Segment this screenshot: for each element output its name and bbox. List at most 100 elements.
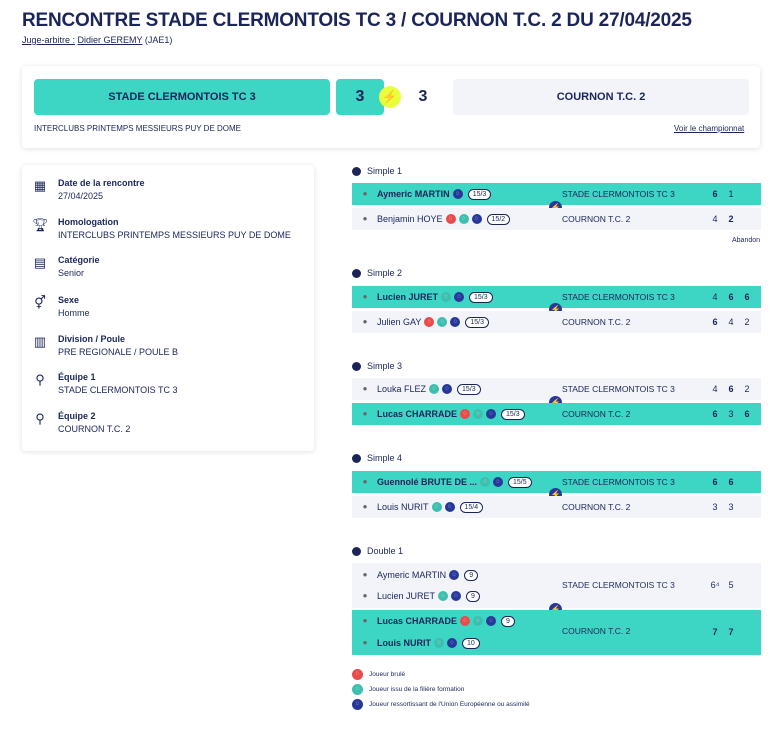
tennis-ball-icon bbox=[352, 361, 361, 371]
player-name[interactable]: Lucas CHARRADE bbox=[377, 409, 458, 419]
formation-badge-icon: ◌ bbox=[441, 292, 452, 302]
player-name[interactable]: Aymeric MARTIN bbox=[377, 189, 450, 199]
player-name[interactable]: Benjamin HOYE bbox=[377, 214, 443, 224]
player-name[interactable]: Guennolé BRUTE DE ... bbox=[377, 477, 478, 487]
set-score: 4 bbox=[712, 292, 718, 302]
set-score: 7 bbox=[712, 627, 718, 637]
player-name[interactable]: Louis NURIT bbox=[377, 502, 429, 512]
set-score: 5 bbox=[728, 580, 734, 590]
eu-badge-icon: ◌ bbox=[449, 570, 460, 580]
match-row[interactable]: ● Aymeric MARTIN ◌ 9 bbox=[352, 564, 761, 586]
player-name[interactable]: Louis NURIT bbox=[377, 638, 431, 648]
match-row[interactable]: ● Julien GAY ◌ ◌ ◌ 15/3 COURNON T.C. 2 6… bbox=[352, 311, 761, 333]
formation-badge-icon: ◌ bbox=[434, 638, 444, 648]
info-division: ▥ Division / Poule PRE REGIONALE / POULE… bbox=[32, 334, 178, 357]
bolt-icon: ⚡ bbox=[379, 86, 401, 108]
judge-code: (JAE1) bbox=[144, 35, 173, 45]
set-score: 6 bbox=[728, 477, 734, 487]
match-row[interactable]: ● Lucas CHARRADE ◌ ◌ ◌ 9 bbox=[352, 610, 761, 632]
judge-line: Juge-arbitre : Didier GEREMY (JAE1) bbox=[22, 35, 172, 45]
player-name[interactable]: Lucas CHARRADE bbox=[377, 616, 458, 626]
player-team: STADE CLERMONTOIS TC 3 bbox=[562, 384, 675, 394]
eu-badge-icon: ◌ bbox=[486, 409, 497, 419]
abandon-note: Abandon bbox=[732, 237, 761, 244]
info-value: PRE REGIONALE / POULE B bbox=[58, 347, 179, 357]
player-rank: 15/3 bbox=[465, 316, 489, 328]
score-card: STADE CLERMONTOIS TC 3 3 ⚡ 3 COURNON T.C… bbox=[22, 66, 760, 148]
double-team-b-block[interactable] bbox=[352, 610, 761, 655]
match-row[interactable]: ● Aymeric MARTIN ◌ 15/3 STADE CLERMONTOI… bbox=[352, 183, 761, 205]
player-name[interactable]: Lucien JURET bbox=[377, 591, 436, 601]
player-team: COURNON T.C. 2 bbox=[562, 502, 631, 512]
match-title-text: Simple 1 bbox=[367, 166, 403, 176]
player-name[interactable]: Julien GAY bbox=[377, 317, 422, 327]
formation-badge-icon: ◌ bbox=[429, 384, 440, 394]
page-title: RENCONTRE STADE CLERMONTOIS TC 3 / COURN… bbox=[22, 10, 692, 31]
burned-badge-icon: ◌ bbox=[445, 214, 456, 224]
set-score: 4 bbox=[728, 317, 734, 327]
team1-box[interactable]: STADE CLERMONTOIS TC 3 bbox=[34, 79, 330, 115]
info-value: COURNON T.C. 2 bbox=[58, 424, 131, 434]
eu-badge-icon: ◌ bbox=[471, 214, 482, 224]
burned-badge-icon: ◌ bbox=[424, 317, 435, 327]
player-name[interactable]: Lucien JURET bbox=[377, 292, 439, 302]
document-icon: ▤ bbox=[33, 255, 47, 270]
info-category: ▤ Catégorie Senior bbox=[32, 255, 100, 278]
info-label: Catégorie bbox=[58, 255, 100, 265]
set-score: 3 bbox=[712, 502, 718, 512]
info-team2: ⚲ Équipe 2 COURNON T.C. 2 bbox=[32, 411, 130, 434]
player-name[interactable]: Louka FLEZ bbox=[377, 384, 427, 394]
match-row[interactable]: ● Louka FLEZ ◌ ◌ 15/3 STADE CLERMONTOIS … bbox=[352, 378, 761, 400]
player-rank: 10 bbox=[462, 637, 480, 649]
player-rank: 15/3 bbox=[469, 291, 493, 303]
team2-box[interactable]: COURNON T.C. 2 bbox=[453, 79, 749, 115]
info-team1: ⚲ Équipe 1 STADE CLERMONTOIS TC 3 bbox=[32, 372, 177, 395]
player-rank: 15/3 bbox=[501, 408, 525, 420]
player-rank: 15/3 bbox=[457, 383, 481, 395]
player-rank: 15/5 bbox=[508, 476, 532, 488]
info-homologation: 🏆︎ Homologation INTERCLUBS PRINTEMPS MES… bbox=[32, 217, 291, 240]
player-team: STADE CLERMONTOIS TC 3 bbox=[562, 189, 675, 199]
set-score: 6 bbox=[712, 409, 718, 419]
formation-badge-icon: ◌ bbox=[431, 502, 442, 512]
burned-badge-icon: ◌ bbox=[460, 409, 471, 419]
player-avatar-icon: ● bbox=[362, 292, 368, 301]
player-rank: 15/3 bbox=[467, 188, 492, 200]
championship-link[interactable]: Voir le championnat bbox=[674, 124, 745, 133]
set-score: 6 bbox=[744, 292, 750, 302]
player-team: STADE CLERMONTOIS TC 3 bbox=[562, 292, 675, 302]
player-avatar-icon: ● bbox=[362, 570, 368, 579]
info-label: Sexe bbox=[58, 295, 80, 305]
match-title-d1: Double 1 bbox=[352, 546, 403, 556]
double-team-a-block[interactable] bbox=[352, 563, 761, 608]
match-row[interactable]: ● Benjamin HOYE ◌ ◌ ◌ 15/2 COURNON T.C. … bbox=[352, 208, 761, 230]
match-row[interactable]: ● Lucas CHARRADE ◌ ◌ ◌ 15/3 COURNON T.C.… bbox=[352, 403, 761, 425]
eu-badge-icon: ◌ bbox=[442, 384, 453, 394]
match-title-s2: Simple 2 bbox=[352, 268, 402, 278]
set-score: 7 bbox=[728, 627, 734, 637]
gender-icon: ⚥ bbox=[34, 295, 46, 310]
player-avatar-icon: ● bbox=[362, 189, 368, 198]
burned-badge-icon: ◌ bbox=[352, 669, 363, 680]
player-avatar-icon: ● bbox=[362, 409, 368, 418]
info-label: Homologation bbox=[58, 217, 119, 227]
tennis-ball-icon bbox=[352, 166, 361, 176]
judge-name-link[interactable]: Didier GEREMY bbox=[77, 35, 143, 45]
player-team: COURNON T.C. 2 bbox=[562, 214, 631, 224]
match-row[interactable]: ● Lucien JURET ◌ ◌ 9 bbox=[352, 585, 761, 607]
match-row[interactable]: ● Lucien JURET ◌ ◌ 15/3 STADE CLERMONTOI… bbox=[352, 286, 761, 308]
legend-eu: ◌ Joueur ressortissant de l'Union Europée… bbox=[352, 699, 530, 710]
player-name[interactable]: Aymeric MARTIN bbox=[377, 570, 447, 580]
set-scores: 6⁴ 5 bbox=[707, 580, 739, 590]
legend-text: Joueur brulé bbox=[369, 671, 406, 678]
match-row[interactable]: ● Guennolé BRUTE DE ... ◌ ◌ 15/5 STADE C… bbox=[352, 471, 761, 493]
match-row[interactable]: ● Louis NURIT ◌ ◌ 10 bbox=[352, 632, 761, 654]
